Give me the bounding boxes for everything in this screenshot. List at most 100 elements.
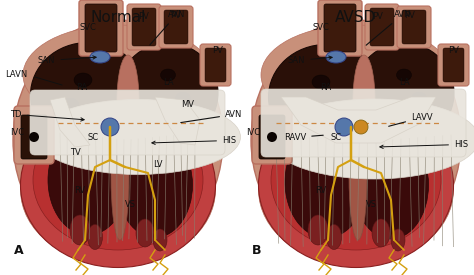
FancyBboxPatch shape	[365, 4, 399, 50]
FancyBboxPatch shape	[259, 115, 285, 159]
Ellipse shape	[354, 43, 454, 143]
Text: A: A	[14, 244, 24, 257]
Ellipse shape	[175, 92, 191, 104]
FancyBboxPatch shape	[443, 48, 464, 82]
Ellipse shape	[261, 25, 451, 125]
Polygon shape	[155, 97, 200, 145]
Ellipse shape	[349, 110, 367, 240]
Ellipse shape	[136, 219, 154, 247]
Text: LAVV: LAVV	[389, 113, 433, 126]
Ellipse shape	[372, 219, 390, 247]
Text: SC: SC	[87, 133, 99, 142]
FancyBboxPatch shape	[324, 4, 356, 52]
FancyBboxPatch shape	[205, 48, 226, 82]
Text: RV: RV	[315, 186, 327, 195]
Text: HIS: HIS	[380, 140, 468, 149]
Ellipse shape	[308, 215, 328, 245]
Text: SC: SC	[330, 133, 342, 142]
Circle shape	[101, 118, 119, 136]
Ellipse shape	[268, 45, 383, 150]
Ellipse shape	[251, 20, 461, 260]
FancyBboxPatch shape	[261, 89, 466, 157]
Ellipse shape	[118, 133, 192, 238]
Ellipse shape	[401, 112, 417, 124]
FancyBboxPatch shape	[402, 10, 426, 44]
Text: PV: PV	[405, 11, 415, 20]
Ellipse shape	[391, 229, 405, 251]
FancyBboxPatch shape	[438, 44, 469, 86]
Ellipse shape	[161, 69, 175, 81]
FancyBboxPatch shape	[252, 106, 292, 164]
Text: RV: RV	[74, 186, 86, 195]
FancyBboxPatch shape	[85, 4, 117, 52]
Ellipse shape	[411, 92, 427, 104]
Ellipse shape	[23, 25, 213, 125]
Text: AVSD: AVSD	[336, 10, 377, 25]
Ellipse shape	[20, 115, 216, 265]
Text: PV: PV	[448, 46, 459, 55]
Text: VS: VS	[365, 200, 376, 209]
Ellipse shape	[326, 51, 346, 63]
Ellipse shape	[88, 224, 102, 249]
Text: AVN: AVN	[181, 110, 242, 123]
Text: SVC: SVC	[80, 23, 96, 32]
Ellipse shape	[312, 75, 330, 89]
FancyBboxPatch shape	[200, 44, 231, 86]
Ellipse shape	[90, 51, 110, 63]
FancyBboxPatch shape	[159, 6, 193, 48]
FancyBboxPatch shape	[164, 10, 188, 44]
Text: RA: RA	[320, 83, 332, 92]
Text: MV: MV	[182, 100, 194, 109]
Text: IVC: IVC	[10, 128, 24, 137]
Ellipse shape	[117, 55, 139, 145]
Ellipse shape	[354, 131, 428, 239]
Text: LA: LA	[399, 78, 410, 87]
Ellipse shape	[61, 98, 79, 112]
Ellipse shape	[396, 69, 411, 81]
Ellipse shape	[165, 112, 181, 124]
Text: B: B	[252, 244, 262, 257]
Ellipse shape	[89, 108, 107, 122]
Text: RA: RA	[76, 83, 88, 92]
FancyBboxPatch shape	[127, 4, 161, 50]
Text: VS: VS	[125, 200, 136, 209]
Polygon shape	[50, 97, 90, 147]
Polygon shape	[281, 97, 436, 143]
FancyBboxPatch shape	[21, 115, 47, 159]
Circle shape	[354, 120, 368, 134]
Text: SVC: SVC	[312, 23, 329, 32]
Text: SAN: SAN	[288, 56, 332, 65]
Ellipse shape	[20, 103, 216, 268]
Ellipse shape	[353, 55, 375, 145]
Circle shape	[29, 132, 39, 142]
Text: PV: PV	[171, 11, 182, 20]
Ellipse shape	[258, 115, 454, 265]
Circle shape	[335, 118, 353, 136]
Ellipse shape	[271, 110, 441, 250]
Text: SAN: SAN	[38, 56, 96, 65]
Ellipse shape	[269, 99, 474, 179]
Text: IVC: IVC	[246, 128, 260, 137]
Ellipse shape	[33, 110, 203, 250]
Ellipse shape	[153, 229, 167, 251]
Ellipse shape	[111, 110, 129, 240]
FancyBboxPatch shape	[30, 90, 225, 155]
Ellipse shape	[327, 224, 341, 249]
Ellipse shape	[258, 103, 454, 268]
Ellipse shape	[118, 43, 218, 143]
FancyBboxPatch shape	[370, 8, 394, 46]
Ellipse shape	[382, 102, 396, 114]
FancyBboxPatch shape	[132, 8, 156, 46]
Text: AVN: AVN	[150, 10, 185, 45]
Ellipse shape	[327, 110, 345, 124]
Ellipse shape	[74, 73, 92, 87]
Text: PV: PV	[212, 46, 223, 55]
Text: PV: PV	[373, 12, 383, 21]
Text: LV: LV	[153, 160, 163, 169]
Text: TD: TD	[10, 110, 84, 121]
Text: LA: LA	[163, 78, 173, 87]
Ellipse shape	[36, 100, 240, 175]
Ellipse shape	[13, 20, 223, 260]
Ellipse shape	[30, 43, 146, 147]
Ellipse shape	[48, 125, 128, 235]
